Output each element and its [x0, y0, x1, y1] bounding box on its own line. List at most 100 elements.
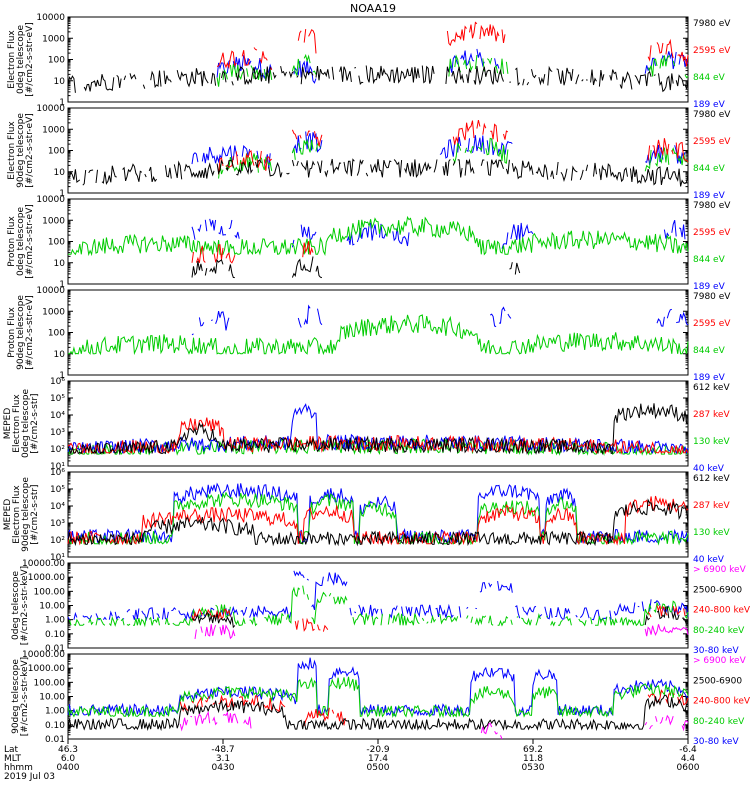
y-axis-label: MEPED — [3, 499, 13, 531]
x-tick-label: -48.7 — [211, 745, 234, 755]
x-tick-label: 3.1 — [216, 754, 230, 764]
series-line — [67, 498, 689, 547]
legend-entry: 287 keV — [693, 501, 730, 511]
legend-entry: 189 eV — [693, 191, 726, 201]
y-axis-label: 0deg telescope — [16, 207, 26, 277]
y-axis-label: [#/cm2-s-str-eV] — [25, 295, 35, 370]
series-line — [216, 48, 689, 84]
series-5 — [194, 624, 689, 640]
legend-entry: 612 keV — [693, 383, 730, 393]
panel-frame — [67, 289, 689, 376]
series-4 — [67, 694, 689, 732]
series-4 — [191, 606, 689, 629]
series-line — [67, 482, 689, 544]
y-tick-label: 10⁶ — [50, 468, 65, 478]
x-tick-label: 46.3 — [58, 745, 78, 755]
x-tick-label: 6.0 — [61, 754, 76, 764]
legend-entry: 189 eV — [693, 282, 726, 292]
series-line — [191, 256, 521, 279]
series-line — [216, 21, 689, 71]
y-tick-label: 10000 — [36, 286, 65, 296]
y-tick-label: 10² — [50, 536, 65, 546]
series-1 — [216, 48, 689, 84]
legend-entry: 80-240 keV — [693, 626, 745, 636]
y-tick-label: 100 — [48, 56, 65, 66]
y-tick-label: 1.00 — [45, 616, 65, 626]
y-tick-label: 10³ — [50, 428, 65, 438]
series-line — [216, 53, 689, 87]
y-axis-label: [#/cm2-s-str] — [30, 484, 40, 544]
y-tick-label: 100.00 — [34, 678, 66, 688]
y-axis-label: 90deg telescope — [16, 113, 26, 188]
y-tick-label: 10⁵ — [50, 485, 65, 495]
y-tick-label: 10¹ — [50, 462, 65, 472]
panel-4: 1 10 100 1000 10000 Proton Flux 90deg telescop… — [7, 286, 731, 383]
y-tick-label: 0.10 — [45, 630, 65, 640]
y-tick-label: 1000 — [42, 216, 65, 226]
y-tick-label: 10000.00 — [22, 650, 65, 660]
y-axis-label: Electron Flux — [7, 30, 17, 89]
y-tick-label: 1000.00 — [28, 664, 65, 674]
legend-entry: 130 keV — [693, 528, 730, 538]
legend-entry: 2595 eV — [693, 137, 731, 147]
legend-entry: > 6900 keV — [693, 565, 747, 575]
series-line — [67, 495, 689, 546]
series-3 — [191, 241, 314, 264]
y-tick-label: 100 — [48, 238, 65, 248]
panel-3: 1 10 100 1000 10000 Proton Flux 0deg telescope… — [7, 195, 731, 292]
legend-entry: 2595 eV — [693, 46, 731, 56]
legend-entry: 7980 eV — [693, 110, 731, 120]
y-axis-label: Proton Flux — [7, 307, 17, 358]
y-tick-label: 10 — [54, 350, 66, 360]
series-4 — [67, 498, 689, 547]
series-2 — [216, 53, 689, 87]
panel-1: 1 10 100 1000 10000 Electron Flux 0deg telesco… — [7, 13, 731, 110]
x-tick-label: 0600 — [677, 763, 700, 773]
legend-entry: 2595 eV — [693, 228, 731, 238]
series-2 — [69, 585, 689, 628]
series-line — [191, 606, 689, 629]
legend-entry: 2500-6900 — [693, 585, 742, 595]
series-line — [67, 491, 689, 546]
legend-entry: 130 keV — [693, 437, 730, 447]
series-4 — [67, 65, 689, 93]
series-1 — [67, 570, 689, 622]
x-row-label: Lat — [4, 745, 19, 755]
legend-entry: 240-800 keV — [693, 606, 750, 616]
y-tick-label: 10⁶ — [50, 377, 65, 387]
y-axis-label: [#/cm2-s-str-keV] — [20, 657, 30, 736]
series-1 — [67, 482, 689, 544]
series-line — [67, 694, 689, 732]
series-3 — [218, 119, 689, 175]
panel-frame — [67, 198, 689, 285]
x-tick-label: 11.8 — [523, 754, 543, 764]
series-5 — [179, 710, 689, 740]
y-tick-label: 10² — [50, 445, 65, 455]
y-tick-label: 10⁴ — [50, 502, 65, 512]
x-row-label: 2019 Jul 03 — [4, 772, 55, 782]
y-axis-label: [#/cm2-s-str] — [30, 393, 40, 453]
legend-entry: 40 keV — [693, 464, 725, 474]
legend-entry: 80-240 keV — [693, 717, 745, 727]
y-axis-label: 90deg telescope — [11, 659, 21, 734]
y-axis-label: 0deg telescope — [16, 25, 26, 95]
series-1 — [67, 657, 689, 717]
y-tick-label: 10000 — [36, 104, 65, 114]
series-3 — [67, 495, 689, 546]
y-tick-label: 1 — [59, 98, 65, 108]
panel-8: 0.01 0.10 1.00 10.00 100.00 1000.00 10000.0090… — [11, 650, 750, 747]
x-tick-label: 0430 — [212, 763, 235, 773]
y-tick-label: 100 — [48, 147, 65, 157]
series-line — [67, 570, 689, 622]
y-axis-label: [#/cm2-s-str-eV] — [25, 204, 35, 279]
series-3 — [216, 21, 689, 71]
legend-entry: 189 eV — [693, 373, 726, 383]
series-line — [194, 624, 689, 640]
y-tick-label: 10⁵ — [50, 394, 65, 404]
legend-entry: 189 eV — [693, 100, 726, 110]
y-axis-label: Proton Flux — [7, 216, 17, 267]
series-2 — [68, 215, 689, 257]
legend-entry: 287 keV — [693, 410, 730, 420]
series-2 — [67, 676, 689, 719]
